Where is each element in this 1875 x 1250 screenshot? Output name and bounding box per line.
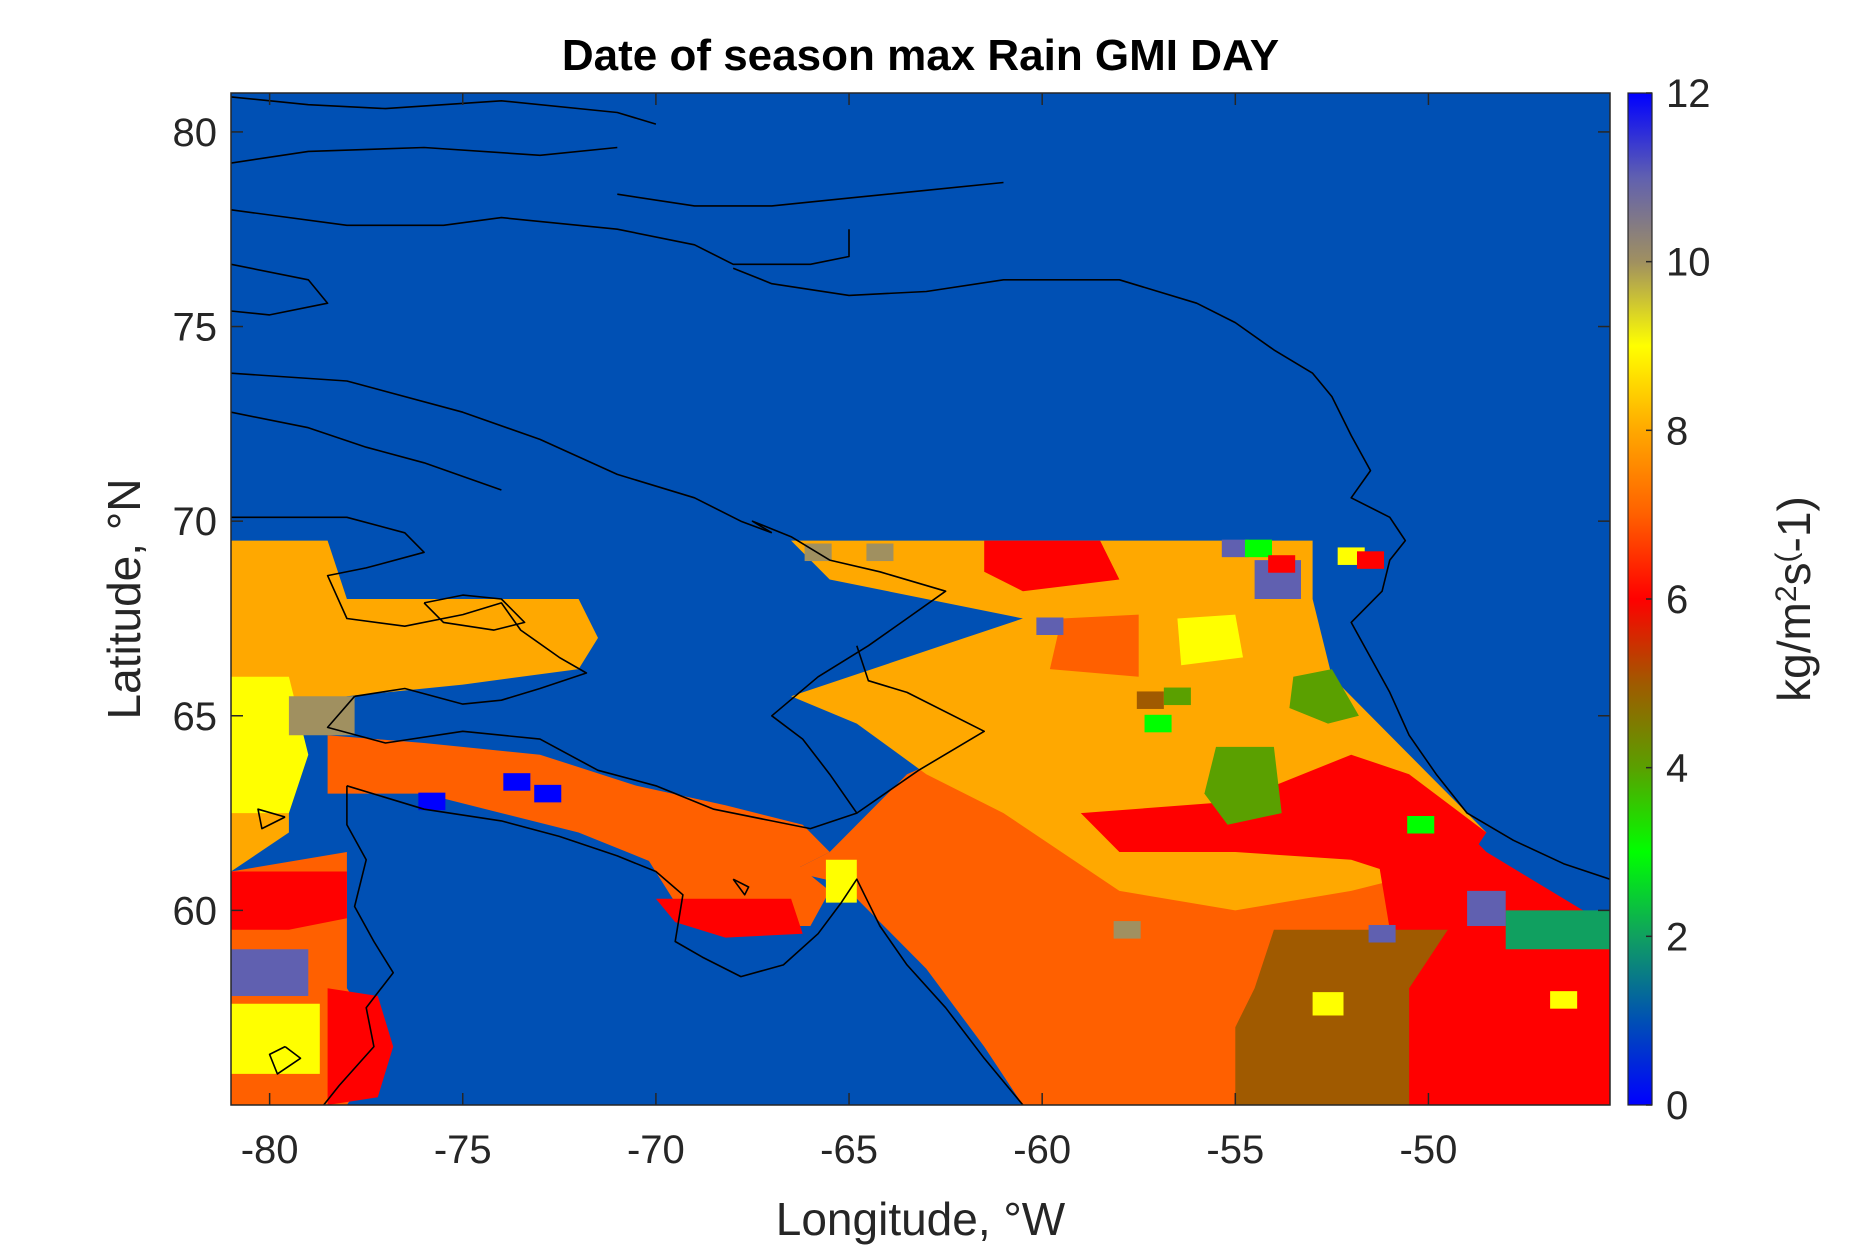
x-tick-label: -50: [1400, 1128, 1458, 1172]
region-baffin-south: [231, 540, 598, 872]
region-yellow-hudson: [231, 1003, 320, 1074]
y-tick-label: 75: [173, 306, 218, 350]
data-cell: [1407, 815, 1435, 834]
data-cell: [1144, 714, 1172, 733]
coastline: [231, 146, 618, 164]
colorbar-tick-label: 0: [1666, 1084, 1688, 1128]
colorbar-label-unit: kg/m: [1768, 602, 1820, 702]
y-tick-label: 60: [173, 889, 218, 933]
data-cell: [1368, 924, 1396, 943]
coastline: [231, 209, 850, 266]
data-cell: [866, 543, 894, 562]
data-cell: [418, 792, 446, 811]
region-yellow-labrador-cape: [825, 859, 857, 903]
data-cell: [503, 773, 531, 791]
y-tick-label: 80: [173, 111, 218, 155]
y-axis-label: Latitude, °N: [98, 479, 150, 720]
data-cell: [1221, 539, 1249, 558]
region-yellow-center: [1177, 614, 1243, 666]
colorbar-ticks: 0 2 4 6 8 10 12: [1646, 72, 1711, 1128]
coastline: [732, 878, 750, 896]
coastline: [326, 520, 947, 830]
x-tick-label: -60: [1013, 1128, 1071, 1172]
coastlines: [231, 96, 1610, 1105]
x-tick-label: -55: [1206, 1128, 1264, 1172]
region-brown-block: [1235, 929, 1448, 1105]
region-green-coast: [1289, 669, 1359, 724]
region-red-hudson-west: [231, 871, 347, 930]
colorbar-tick-label: 6: [1666, 578, 1688, 622]
colorbar-label-s: s: [1768, 562, 1820, 585]
x-axis-ticks: -80 -75 -70 -65 -60 -55 -50: [241, 93, 1458, 1172]
coastline: [346, 785, 1024, 1105]
region-purple-se: [1467, 890, 1506, 926]
data-cell: [1036, 617, 1064, 636]
plot-area: [231, 93, 1610, 1105]
region-ungava-red: [655, 898, 803, 938]
colorbar-label-paren: (: [1770, 552, 1803, 562]
x-axis-label: Longitude, °W: [776, 1193, 1066, 1245]
chart-title: Date of season max Rain GMI DAY: [562, 31, 1279, 80]
data-cell: [1356, 551, 1385, 569]
region-green-patch: [1204, 746, 1282, 825]
colorbar-tick-label: 2: [1666, 915, 1688, 959]
data-regions: [231, 540, 1610, 1105]
coastline: [231, 96, 657, 125]
coastline: [856, 645, 985, 814]
x-tick-label: -75: [434, 1128, 492, 1172]
coastline: [423, 594, 526, 631]
colorbar-tick-label: 10: [1666, 241, 1711, 285]
coastline: [231, 411, 502, 491]
coastline: [323, 785, 394, 1105]
coastline: [231, 263, 329, 316]
data-cell: [1550, 991, 1578, 1009]
data-cell: [1163, 687, 1191, 706]
region-red-north-strip: [984, 540, 1120, 592]
region-green-se: [1505, 910, 1610, 950]
colorbar-label-exp: -1): [1768, 496, 1820, 552]
region-yellow-patch-south: [1312, 992, 1344, 1016]
colorbar-tick-label: 8: [1666, 409, 1688, 453]
colorbar-tick-label: 12: [1666, 72, 1711, 116]
colorbar-tick-label: 4: [1666, 747, 1688, 791]
coastline: [268, 1045, 302, 1075]
coastline: [231, 372, 773, 534]
y-tick-label: 70: [173, 500, 218, 544]
region-red-greenland-south: [1370, 793, 1610, 1105]
colorbar-label: kg/m2s(-1): [1768, 496, 1820, 702]
y-tick-label: 65: [173, 695, 218, 739]
x-tick-label: -70: [627, 1128, 685, 1172]
x-tick-label: -65: [820, 1128, 878, 1172]
data-cell: [1244, 539, 1273, 558]
region-hudson-strait: [327, 735, 830, 891]
coastline: [732, 267, 1610, 880]
region-orange-mid: [1049, 614, 1139, 677]
coastline: [617, 181, 1004, 207]
region-grey-baffin: [288, 696, 355, 736]
colorbar-label-sup: 2: [1770, 585, 1803, 602]
data-cell: [1136, 691, 1164, 709]
coastline: [231, 516, 588, 705]
coastline: [257, 808, 286, 830]
data-cell: [1113, 921, 1141, 939]
region-red-hudson-tip: [327, 988, 394, 1105]
y-axis-ticks: 60 65 70 75 80: [173, 111, 1610, 933]
x-tick-label: -80: [241, 1128, 299, 1172]
region-orange-patch-south: [1100, 929, 1213, 1004]
region-purple-hudson: [231, 949, 309, 996]
data-cell: [534, 784, 562, 803]
data-cell: [1268, 555, 1296, 573]
data-cells: [418, 539, 1578, 1009]
plot-frame: [230, 92, 1611, 1106]
